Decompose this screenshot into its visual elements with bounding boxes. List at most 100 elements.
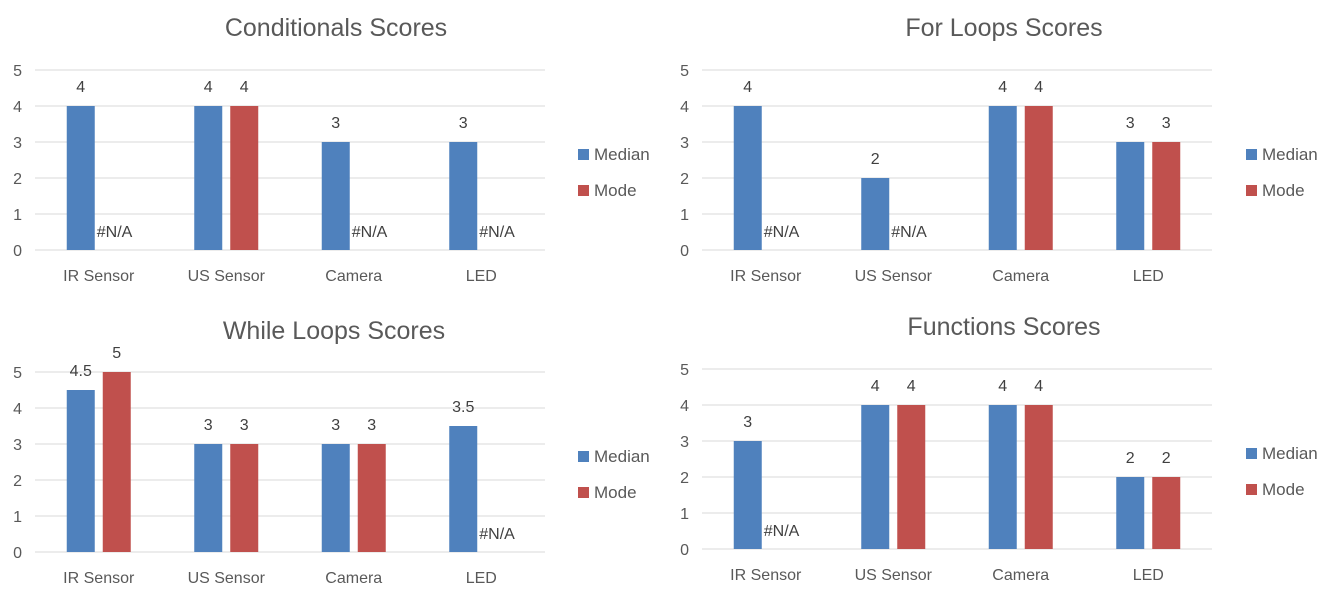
- y-tick-label: 0: [680, 243, 689, 260]
- x-tick-label: LED: [466, 570, 497, 587]
- y-tick-label: 5: [13, 365, 22, 382]
- mode-data-label: 3: [240, 417, 249, 434]
- mode-na-label: #N/A: [97, 224, 133, 241]
- median-bar: [988, 405, 1017, 549]
- chart-title: Functions Scores: [907, 313, 1100, 341]
- y-tick-label: 2: [680, 470, 689, 487]
- median-bar: [66, 106, 95, 250]
- mode-bar: [897, 405, 926, 549]
- mode-bar: [1024, 405, 1053, 549]
- chart-title: For Loops Scores: [905, 14, 1102, 42]
- x-tick-label: Camera: [992, 567, 1049, 584]
- mode-na-label: #N/A: [352, 224, 388, 241]
- legend: Median Mode: [578, 145, 650, 200]
- median-bar: [733, 441, 762, 549]
- legend: Median Mode: [578, 447, 650, 502]
- y-tick-label: 5: [680, 362, 689, 379]
- mode-bar: [1152, 477, 1181, 549]
- median-data-label: 3.5: [452, 399, 474, 416]
- legend: Median Mode: [1246, 145, 1318, 200]
- y-tick-label: 2: [680, 171, 689, 188]
- median-bar: [1116, 477, 1145, 549]
- y-tick-label: 5: [680, 63, 689, 80]
- y-tick-label: 0: [680, 542, 689, 559]
- mode-bar: [1024, 106, 1053, 250]
- mode-legend-label: Mode: [1262, 480, 1305, 499]
- median-bar: [988, 106, 1017, 250]
- x-tick-label: Camera: [325, 268, 382, 285]
- y-tick-label: 2: [13, 473, 22, 490]
- chart-2: While Loops Scores 0 1 2 3 4 5 IR Sensor 4.5 5 US …: [13, 317, 650, 587]
- mode-bar: [1152, 142, 1181, 250]
- mode-na-label: #N/A: [891, 224, 927, 241]
- mode-bar: [102, 372, 131, 552]
- median-data-label: 4.5: [70, 363, 92, 380]
- chart-0: Conditionals Scores 0 1 2 3 4 5 IR Sensor 4 #N/A U…: [13, 14, 650, 285]
- median-data-label: 3: [459, 115, 468, 132]
- y-tick-label: 3: [680, 434, 689, 451]
- mode-data-label: 4: [1034, 79, 1043, 96]
- x-tick-label: LED: [466, 268, 497, 285]
- mode-data-label: 5: [112, 345, 121, 362]
- median-legend-label: Median: [1262, 145, 1318, 164]
- mode-bar: [230, 106, 259, 250]
- x-tick-label: IR Sensor: [730, 268, 802, 285]
- median-data-label: 4: [76, 79, 85, 96]
- x-tick-label: LED: [1133, 268, 1164, 285]
- median-data-label: 4: [998, 79, 1007, 96]
- median-data-label: 2: [1126, 450, 1135, 467]
- chart-title: Conditionals Scores: [225, 14, 447, 42]
- y-tick-label: 1: [680, 207, 689, 224]
- median-bar: [321, 444, 350, 552]
- mode-data-label: 4: [907, 378, 916, 395]
- y-tick-label: 0: [13, 545, 22, 562]
- median-bar: [861, 178, 890, 250]
- median-data-label: 2: [871, 151, 880, 168]
- mode-legend-swatch: [1246, 484, 1257, 495]
- mode-legend-label: Mode: [594, 483, 637, 502]
- mode-bar: [357, 444, 386, 552]
- median-data-label: 3: [331, 417, 340, 434]
- y-tick-label: 5: [13, 63, 22, 80]
- x-tick-label: Camera: [992, 268, 1049, 285]
- median-data-label: 4: [743, 79, 752, 96]
- x-tick-label: US Sensor: [855, 567, 933, 584]
- median-legend-swatch: [1246, 448, 1257, 459]
- chart-1: For Loops Scores 0 1 2 3 4 5 IR Sensor 4 #N/A US S…: [680, 14, 1318, 285]
- mode-data-label: 3: [367, 417, 376, 434]
- y-tick-label: 3: [13, 437, 22, 454]
- mode-data-label: 2: [1162, 450, 1171, 467]
- median-bar: [321, 142, 350, 250]
- median-data-label: 3: [743, 414, 752, 431]
- y-tick-label: 1: [680, 506, 689, 523]
- median-legend-label: Median: [594, 447, 650, 466]
- x-tick-label: IR Sensor: [63, 268, 135, 285]
- y-tick-label: 0: [13, 243, 22, 260]
- median-legend-label: Median: [1262, 444, 1318, 463]
- median-legend-swatch: [1246, 149, 1257, 160]
- mode-na-label: #N/A: [764, 523, 800, 540]
- median-bar: [66, 390, 95, 552]
- mode-data-label: 3: [1162, 115, 1171, 132]
- x-tick-label: US Sensor: [855, 268, 933, 285]
- x-tick-label: US Sensor: [188, 570, 266, 587]
- mode-legend-label: Mode: [1262, 181, 1305, 200]
- mode-bar: [230, 444, 259, 552]
- mode-na-label: #N/A: [479, 224, 515, 241]
- y-tick-label: 4: [13, 401, 22, 418]
- y-tick-label: 1: [13, 509, 22, 526]
- mode-legend-label: Mode: [594, 181, 637, 200]
- x-tick-label: IR Sensor: [63, 570, 135, 587]
- y-tick-label: 4: [13, 99, 22, 116]
- median-legend-label: Median: [594, 145, 650, 164]
- x-tick-label: IR Sensor: [730, 567, 802, 584]
- median-bar: [194, 444, 223, 552]
- chart-3: Functions Scores 0 1 2 3 4 5 IR Sensor 3 #N/A US S…: [680, 313, 1318, 584]
- median-legend-swatch: [578, 149, 589, 160]
- legend: Median Mode: [1246, 444, 1318, 499]
- median-data-label: 3: [204, 417, 213, 434]
- median-data-label: 3: [331, 115, 340, 132]
- median-data-label: 4: [998, 378, 1007, 395]
- y-tick-label: 3: [13, 135, 22, 152]
